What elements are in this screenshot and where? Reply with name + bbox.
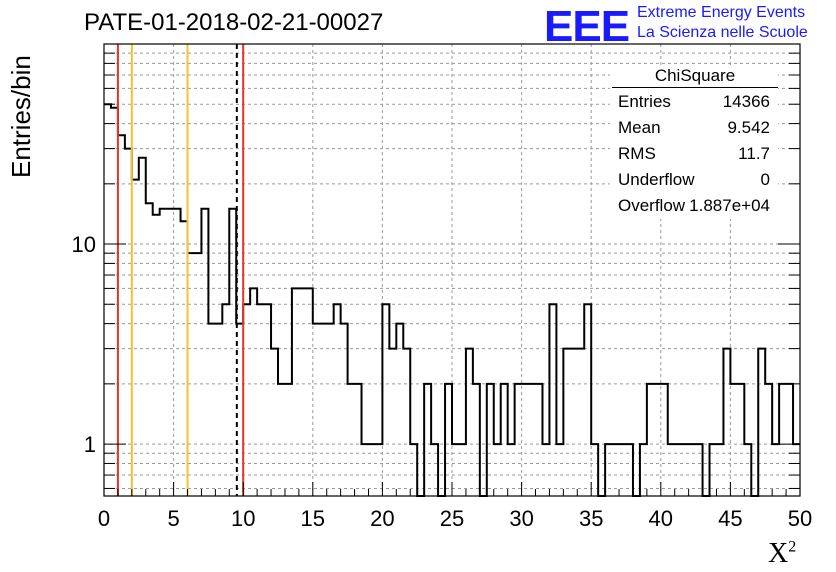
stats-row-underflow: Underflow 0 [618,170,770,189]
x-tick-label: 0 [98,506,110,531]
x-tick-label: 45 [718,506,742,531]
logo-line-1: Extreme Energy Events [637,4,806,21]
x-axis-label: X2 [768,538,797,569]
marker-lines [116,44,245,496]
stats-row-entries: Entries 14366 [618,92,770,111]
plot-title: PATE-01-2018-02-21-00027 [84,9,384,36]
logo-line-2: La Scienza nelle Scuole [637,24,808,41]
x-tick-label: 30 [509,506,533,531]
tick-labels: 0 5 10 15 20 25 30 35 40 45 50 1 10 [72,232,813,531]
stats-row-mean: Mean 9.542 [618,118,770,137]
eee-logo-mark: EEE [544,2,630,51]
stats-box: ChiSquare Entries 14366 Mean 9.542 RMS 11.7… [610,66,778,219]
x-tick-label: 10 [231,506,255,531]
y-tick-label: 10 [72,232,96,257]
y-tick-label: 1 [84,432,96,457]
x-tick-label: 50 [788,506,812,531]
stats-row-rms: RMS 11.7 [618,144,770,163]
x-tick-label: 35 [579,506,603,531]
x-tick-label: 40 [649,506,673,531]
x-tick-label: 5 [167,506,179,531]
x-tick-label: 20 [370,506,394,531]
x-tick-label: 15 [301,506,325,531]
stats-row-overflow: Overflow 1.887e+04 [618,196,770,215]
grid-lines [104,43,800,496]
axis-ticks [103,43,801,496]
x-tick-label: 25 [440,506,464,531]
eee-logo-text: Extreme Energy Events La Scienza nelle S… [637,3,808,43]
y-axis-label: Entries/bin [6,55,36,178]
stats-title: ChiSquare [612,66,778,88]
